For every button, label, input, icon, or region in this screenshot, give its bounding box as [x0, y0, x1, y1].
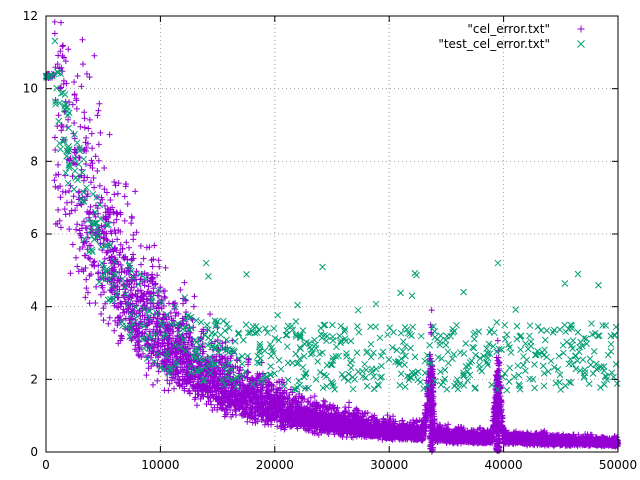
y-tick-label-6: 6 — [30, 227, 38, 241]
points-layer — [42, 18, 621, 455]
x-tick-label-40000: 40000 — [485, 458, 523, 472]
legend: "cel_error.txt" "test_cel_error.txt" — [438, 22, 585, 51]
y-tick-label-0: 0 — [30, 445, 38, 459]
y-tick-label-2: 2 — [30, 372, 38, 386]
test-cel-error-markers — [42, 37, 621, 394]
ticks-layer — [45, 15, 619, 453]
x-tick-label-10000: 10000 — [141, 458, 179, 472]
x-tick-label-20000: 20000 — [256, 458, 294, 472]
legend-marker-test-cel-error — [577, 40, 585, 48]
y-tick-label-10: 10 — [23, 82, 38, 96]
legend-marker-cel-error — [577, 25, 585, 33]
y-tick-label-12: 12 — [23, 9, 38, 23]
grid-layer — [46, 16, 618, 452]
x-tick-labels: 0 10000 20000 30000 40000 50000 — [42, 458, 637, 472]
cel-error-markers — [43, 18, 621, 455]
y-tick-label-8: 8 — [30, 154, 38, 168]
x-tick-label-50000: 50000 — [599, 458, 637, 472]
y-tick-labels: 0 2 4 6 8 10 12 — [23, 9, 38, 459]
legend-plus-marker — [577, 25, 585, 33]
x-tick-label-0: 0 — [42, 458, 50, 472]
legend-label-cel-error: "cel_error.txt" — [467, 22, 550, 36]
legend-label-test-cel-error: "test_cel_error.txt" — [438, 37, 550, 51]
y-tick-label-4: 4 — [30, 300, 38, 314]
x-tick-label-30000: 30000 — [370, 458, 408, 472]
legend-cross-marker — [577, 40, 585, 48]
